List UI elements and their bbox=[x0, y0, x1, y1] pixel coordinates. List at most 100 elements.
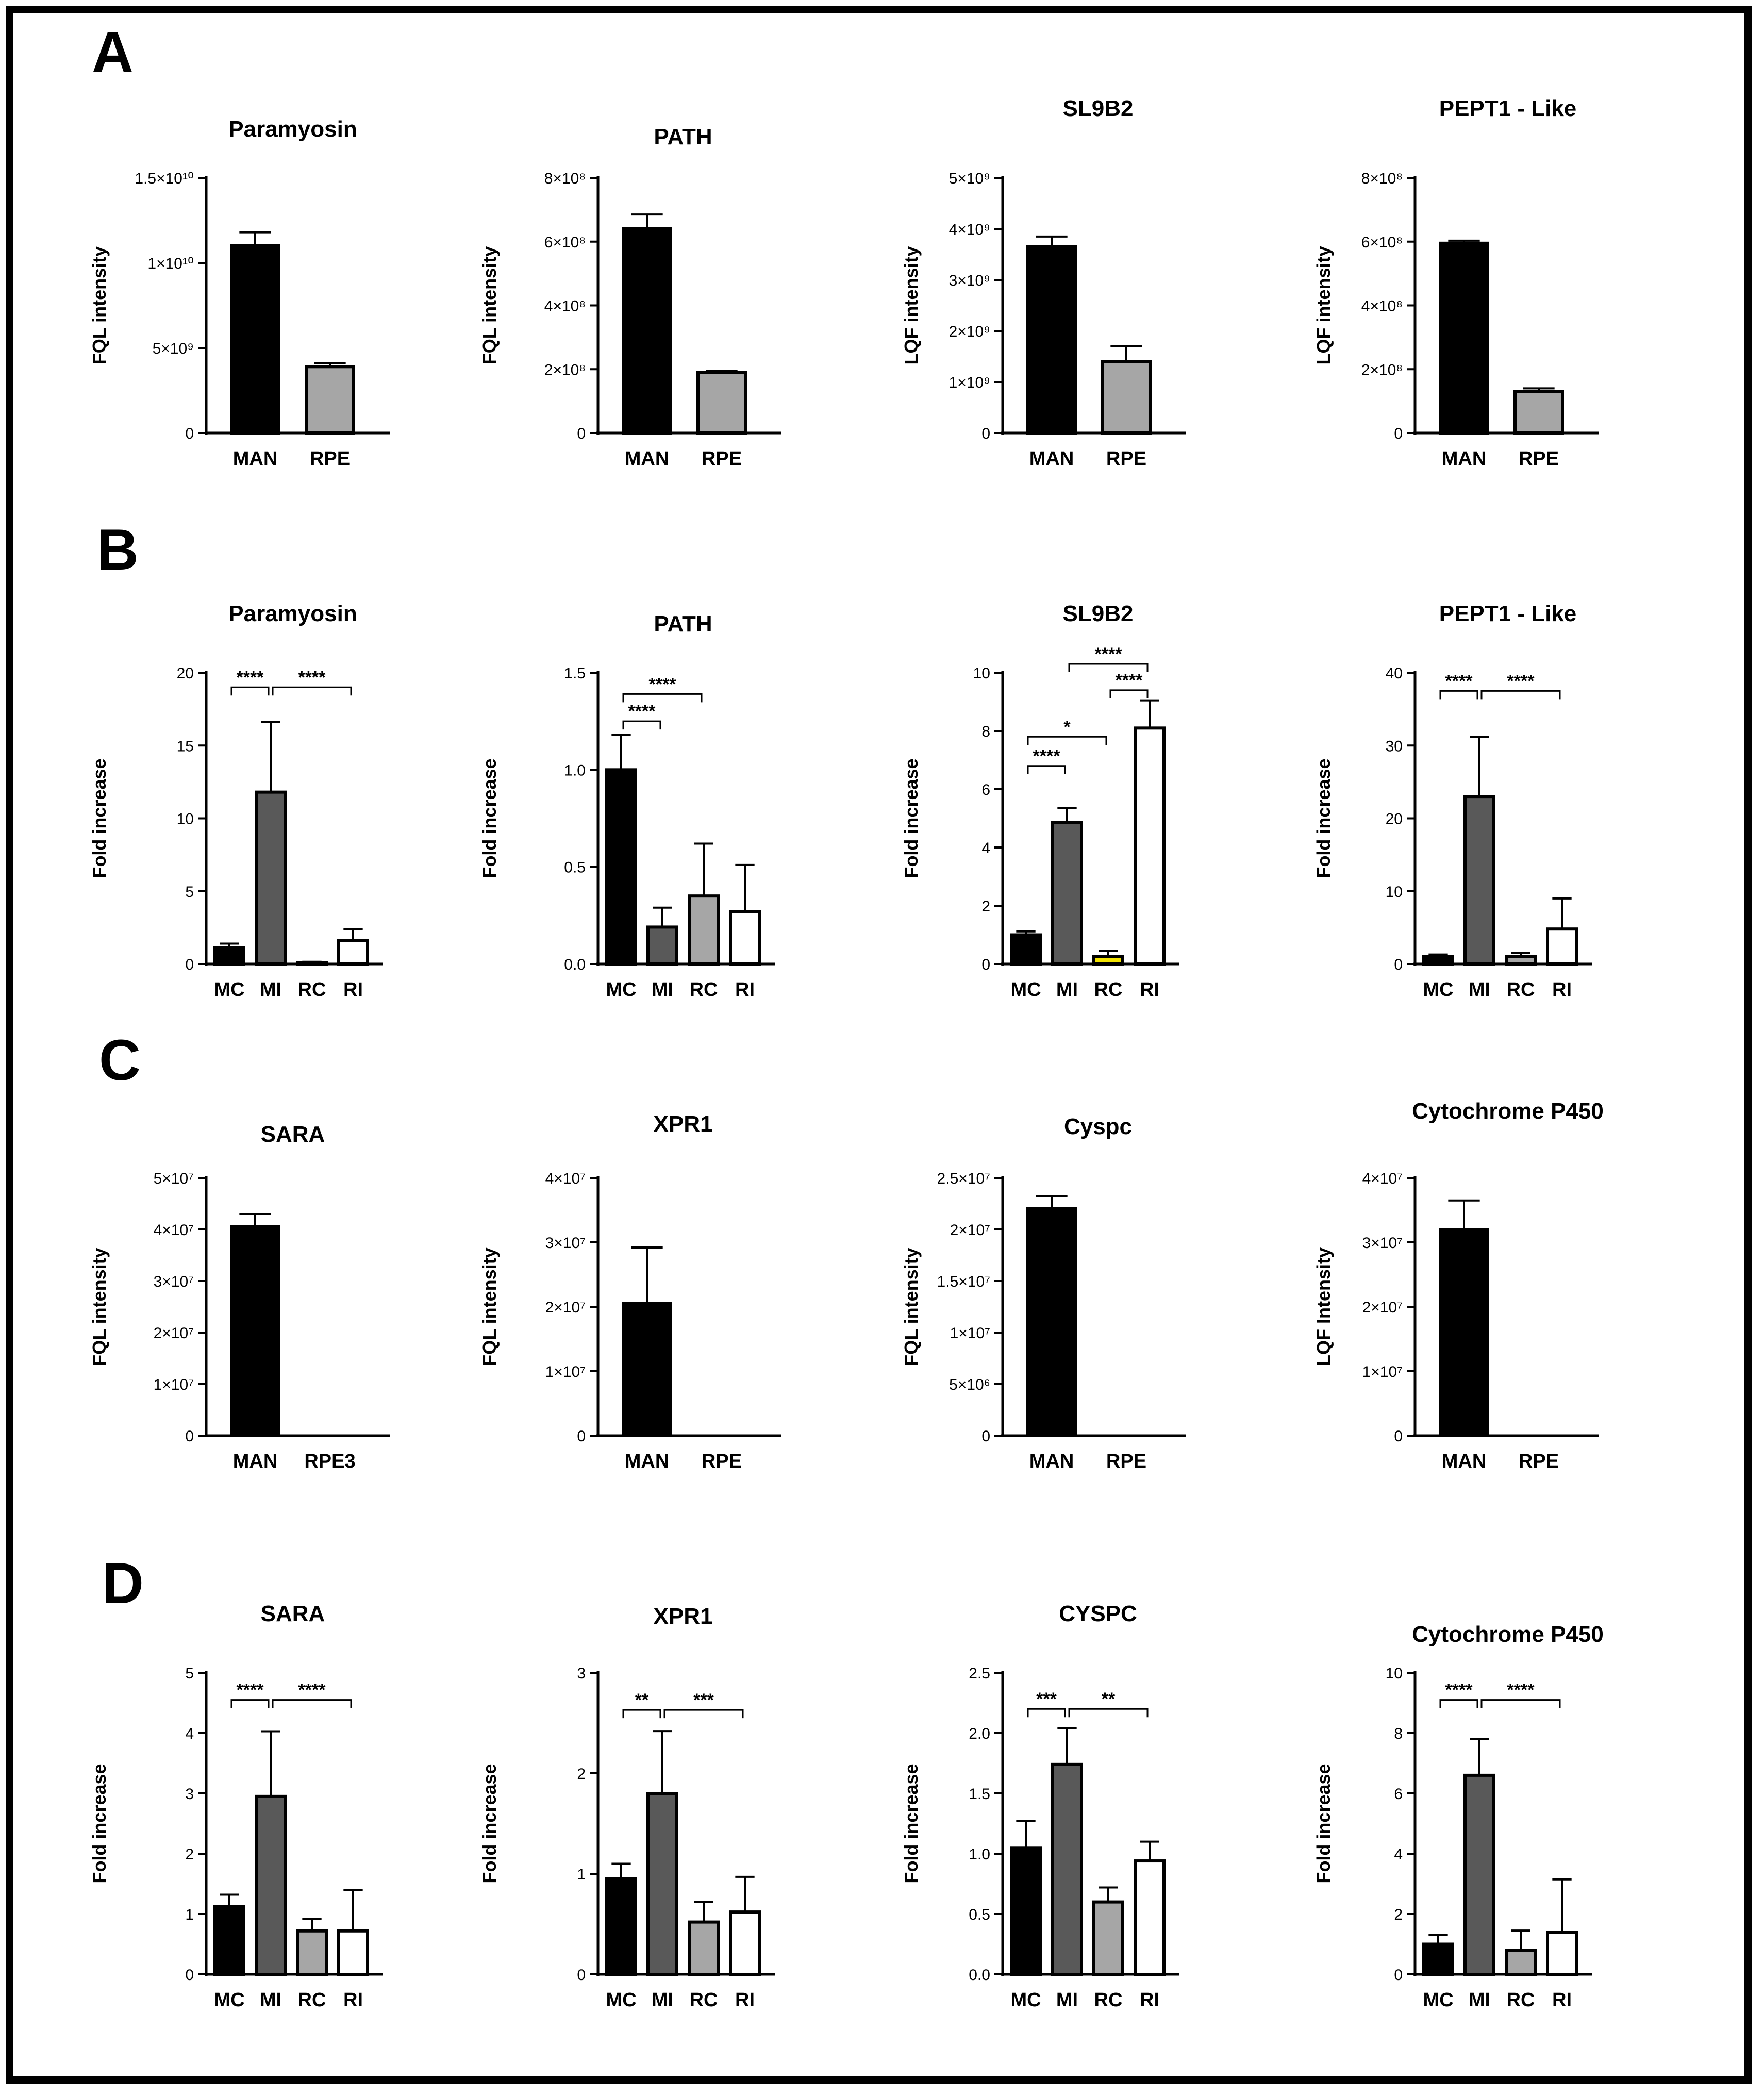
y-tick-label: 2×10⁹ bbox=[949, 323, 990, 340]
bar-MI bbox=[1051, 1762, 1083, 1976]
x-category-label-MAN: MAN bbox=[1442, 448, 1487, 470]
y-tick-label: 2 bbox=[981, 898, 990, 915]
y-tick-label: 4×10⁷ bbox=[1362, 1170, 1403, 1187]
y-axis-title: FQL intensity bbox=[89, 246, 110, 364]
x-category-label-MAN: MAN bbox=[233, 1451, 278, 1472]
y-axis-title: Fold increase bbox=[479, 758, 500, 878]
bar-RC bbox=[1505, 955, 1537, 966]
bar-RC bbox=[688, 894, 720, 966]
y-tick-label: 20 bbox=[1386, 811, 1403, 828]
chart-C1: SARA FQL intensity 0 1×10⁷ 2×10⁷ 3×10⁷ 4×10⁷ 5×… bbox=[89, 1122, 390, 1472]
y-tick-label: 3×10⁷ bbox=[154, 1273, 194, 1290]
x-category-label-RI: RI bbox=[1552, 1989, 1572, 2011]
y-axis-title: LQF intensity bbox=[1313, 246, 1334, 364]
y-tick-label: 1×10⁹ bbox=[949, 374, 990, 391]
y-axis-title: Fold increase bbox=[1313, 758, 1334, 878]
x-category-label-MI: MI bbox=[260, 979, 281, 1001]
significance-bracket: * bbox=[1027, 717, 1107, 745]
bar-RC bbox=[1505, 1949, 1537, 1976]
y-tick-label: 5 bbox=[185, 884, 194, 901]
significance-label: **** bbox=[1445, 1681, 1473, 1700]
figure-frame bbox=[6, 6, 1752, 2084]
significance-line bbox=[1027, 736, 1107, 745]
y-tick-label: 1.5×10⁷ bbox=[937, 1273, 990, 1290]
significance-bracket: *** bbox=[663, 1690, 744, 1719]
y-axis-title: FQL intensity bbox=[479, 246, 500, 364]
significance-label: **** bbox=[1507, 1681, 1535, 1700]
y-tick-label: 10 bbox=[1386, 1665, 1403, 1682]
y-tick-label: 2×10⁸ bbox=[1361, 361, 1403, 378]
chart-A3: SL9B2 LQF intensity 0 1×10⁹ 2×10⁹ 3×10⁹ 4×10⁹ 5… bbox=[901, 96, 1186, 470]
y-axis-title: LQF intensity bbox=[901, 246, 922, 364]
bar-RC bbox=[1092, 955, 1124, 966]
y-tick-label: 0 bbox=[1394, 425, 1403, 442]
bar-RC bbox=[1092, 1900, 1124, 1976]
bar-MC bbox=[1010, 1846, 1042, 1976]
panel-letter-B: B bbox=[97, 518, 139, 582]
y-tick-label: 0 bbox=[185, 956, 194, 973]
significance-line bbox=[230, 1699, 270, 1708]
x-category-label-RPE: RPE bbox=[702, 448, 742, 470]
significance-bracket: ** bbox=[1068, 1689, 1149, 1718]
y-tick-label: 3×10⁷ bbox=[545, 1235, 586, 1252]
significance-line bbox=[1068, 663, 1149, 673]
x-category-label-MI: MI bbox=[1469, 979, 1490, 1001]
significance-line bbox=[272, 686, 352, 696]
y-tick-label: 10 bbox=[177, 811, 194, 828]
y-tick-label: 0.5 bbox=[969, 1906, 990, 1923]
y-tick-label: 10 bbox=[1386, 884, 1403, 901]
chart-title: XPR1 bbox=[654, 1604, 713, 1629]
chart-B2: PATH Fold increase 0.0 0.5 1.0 1.5 MC MI RC RI ***… bbox=[479, 611, 775, 1001]
chart-D3: CYSPC Fold increase 0.0 0.5 1.0 1.5 2.0 2.5 MC MI… bbox=[901, 1601, 1179, 2011]
y-tick-label: 2 bbox=[185, 1846, 194, 1863]
x-category-label-MI: MI bbox=[1056, 979, 1078, 1001]
y-axis-title: FQL intensity bbox=[479, 1247, 500, 1366]
significance-bracket: **** bbox=[272, 668, 352, 696]
x-category-label-RPE: RPE bbox=[310, 448, 350, 470]
panel-letter-A: A bbox=[92, 20, 134, 85]
y-tick-label: 1 bbox=[185, 1906, 194, 1923]
y-tick-label: 4 bbox=[1394, 1846, 1403, 1863]
y-tick-label: 0.0 bbox=[969, 1967, 990, 1984]
y-tick-label: 3×10⁹ bbox=[949, 272, 990, 289]
significance-label: **** bbox=[628, 702, 656, 721]
bar-RC bbox=[296, 1929, 328, 1976]
bar-RC bbox=[688, 1920, 720, 1976]
y-tick-label: 8×10⁸ bbox=[1361, 170, 1403, 187]
y-tick-label: 0 bbox=[185, 425, 194, 442]
x-category-label-RPE: RPE bbox=[1519, 1451, 1559, 1472]
y-tick-label: 0.0 bbox=[564, 956, 586, 973]
x-category-label-MI: MI bbox=[1056, 1989, 1078, 2011]
y-tick-label: 6 bbox=[1394, 1786, 1403, 1803]
chart-title: Cytochrome P450 bbox=[1412, 1099, 1604, 1124]
significance-line bbox=[1480, 690, 1561, 700]
x-category-label-MC: MC bbox=[214, 979, 244, 1001]
x-category-label-RC: RC bbox=[1507, 979, 1535, 1001]
x-category-label-RI: RI bbox=[735, 1989, 755, 2011]
y-tick-label: 2×10⁷ bbox=[154, 1325, 194, 1342]
bar-MAN bbox=[1026, 1207, 1077, 1437]
significance-line bbox=[622, 720, 661, 730]
y-tick-label: 4×10⁹ bbox=[949, 221, 990, 238]
bar-MC bbox=[1422, 955, 1454, 966]
significance-line bbox=[622, 1709, 661, 1719]
x-category-label-MC: MC bbox=[1010, 979, 1041, 1001]
significance-bracket: **** bbox=[230, 1681, 270, 1708]
significance-line bbox=[663, 1709, 744, 1719]
chart-C2: XPR1 FQL intensity 0 1×10⁷ 2×10⁷ 3×10⁷ 4×10⁷ MA… bbox=[479, 1111, 781, 1472]
x-category-label-MI: MI bbox=[260, 1989, 281, 2011]
y-axis-title: Fold increase bbox=[89, 758, 110, 878]
y-axis-title: Fold increase bbox=[1313, 1764, 1334, 1883]
y-tick-label: 8 bbox=[1394, 1725, 1403, 1742]
y-tick-label: 0 bbox=[981, 1428, 990, 1445]
x-category-label-RPE3: RPE3 bbox=[304, 1451, 355, 1472]
x-category-label-RI: RI bbox=[1552, 979, 1572, 1001]
significance-line bbox=[1068, 1708, 1149, 1718]
bar-RI bbox=[1546, 1931, 1578, 1976]
y-tick-label: 1.5 bbox=[969, 1786, 990, 1803]
y-tick-label: 1×10⁷ bbox=[545, 1363, 586, 1380]
bar-MAN bbox=[1439, 241, 1489, 435]
significance-bracket: **** bbox=[622, 702, 661, 730]
x-category-label-RPE: RPE bbox=[702, 1451, 742, 1472]
